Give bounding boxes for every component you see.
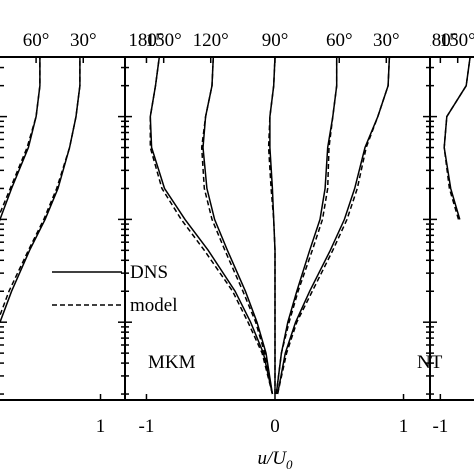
x-axis-label: u/U0	[258, 448, 294, 472]
x-tick-label: -1	[139, 416, 155, 437]
x-tick-label: -1	[432, 416, 448, 437]
top-tick-label: 30°	[70, 30, 97, 51]
profile-line	[200, 57, 274, 395]
profile-line	[275, 57, 338, 395]
legend-label: model	[130, 295, 178, 316]
top-tick-label: 180°	[422, 30, 458, 51]
top-tick-label: 60°	[326, 30, 353, 51]
legend-label: DNS	[130, 262, 168, 283]
top-tick-label: 150°	[440, 30, 474, 51]
x-tick-label: 1	[96, 416, 106, 437]
top-tick-label: 180°	[128, 30, 164, 51]
x-axis-label-sub: 0	[286, 457, 293, 472]
profiles	[149, 57, 391, 395]
profiles	[0, 57, 81, 323]
x-tick-label: 0	[270, 416, 280, 437]
top-tick-label: 120°	[193, 30, 229, 51]
profiles	[443, 57, 471, 220]
profile-line	[149, 57, 274, 395]
profile-line	[443, 57, 471, 220]
profile-line	[0, 57, 81, 318]
panel-label: NT	[417, 352, 443, 373]
top-tick-label: 60°	[23, 30, 50, 51]
x-axis-label-main: u/U	[258, 448, 288, 469]
profile-line	[149, 57, 274, 395]
profile-line	[0, 57, 41, 222]
profile-line	[275, 57, 338, 395]
profile-line	[276, 57, 391, 395]
profile-line	[267, 57, 276, 394]
profile-line	[0, 57, 81, 323]
profile-line	[0, 57, 41, 216]
panel-label: MKM	[148, 352, 196, 373]
x-tick-label: 1	[399, 416, 409, 437]
top-tick-label: 150°	[146, 30, 182, 51]
top-tick-label: 30°	[373, 30, 400, 51]
top-tick-label: 90°	[262, 30, 289, 51]
